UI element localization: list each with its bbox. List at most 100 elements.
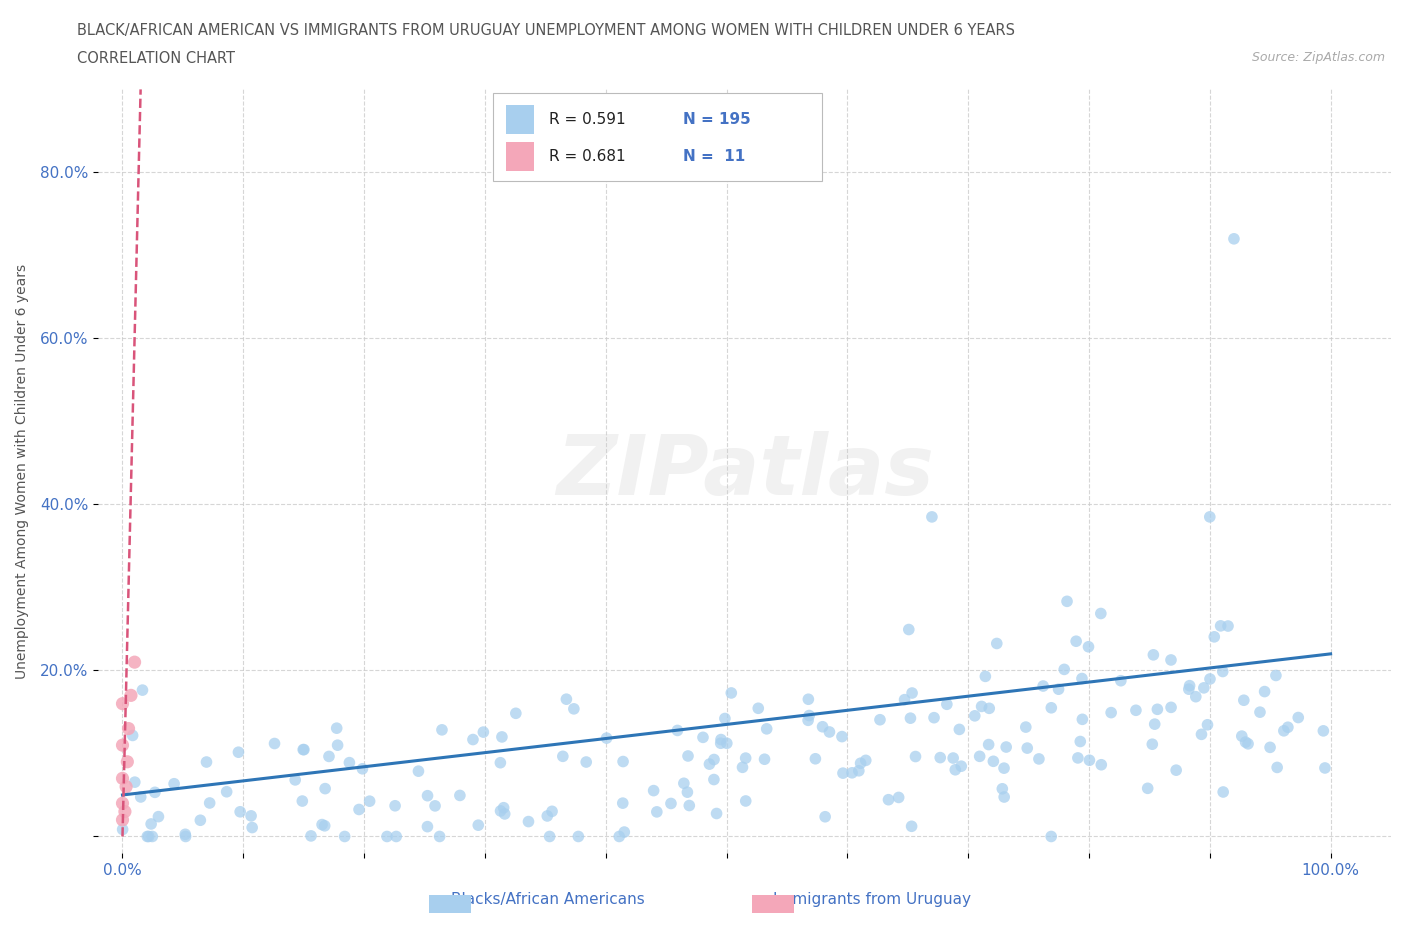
Point bbox=[1071, 711, 1094, 726]
Point bbox=[1191, 727, 1213, 742]
Point bbox=[1258, 740, 1281, 755]
Point bbox=[1146, 702, 1168, 717]
Point bbox=[111, 813, 134, 828]
Point bbox=[1192, 681, 1215, 696]
Point bbox=[613, 825, 636, 840]
Point bbox=[963, 709, 986, 724]
Point bbox=[1078, 752, 1101, 767]
Point bbox=[1230, 729, 1253, 744]
Point bbox=[720, 685, 742, 700]
Point bbox=[489, 804, 512, 818]
Point bbox=[384, 798, 406, 813]
Text: Immigrants from Uruguay: Immigrants from Uruguay bbox=[773, 892, 970, 907]
Point bbox=[754, 751, 776, 766]
Point bbox=[111, 771, 134, 786]
Point bbox=[1071, 671, 1094, 686]
Point bbox=[692, 730, 714, 745]
Point bbox=[131, 683, 153, 698]
Point bbox=[1216, 618, 1239, 633]
Point bbox=[703, 752, 725, 767]
Point bbox=[117, 721, 139, 736]
Point bbox=[491, 729, 513, 744]
Text: BLACK/AFRICAN AMERICAN VS IMMIGRANTS FROM URUGUAY UNEMPLOYMENT AMONG WOMEN WITH : BLACK/AFRICAN AMERICAN VS IMMIGRANTS FRO… bbox=[77, 23, 1015, 38]
Point bbox=[385, 829, 408, 844]
Point bbox=[831, 729, 853, 744]
Point bbox=[979, 701, 1001, 716]
Point bbox=[1199, 671, 1222, 686]
Point bbox=[983, 754, 1005, 769]
Point bbox=[291, 793, 314, 808]
Point bbox=[1178, 678, 1201, 693]
Point bbox=[339, 755, 361, 770]
Point bbox=[284, 773, 307, 788]
Point bbox=[734, 751, 756, 765]
Point bbox=[136, 829, 159, 844]
Point bbox=[849, 756, 872, 771]
Point bbox=[1286, 711, 1309, 725]
Point bbox=[993, 790, 1015, 804]
Point bbox=[1313, 761, 1336, 776]
Point bbox=[541, 804, 564, 818]
Point bbox=[1209, 618, 1232, 633]
Point bbox=[326, 737, 349, 752]
Point bbox=[555, 692, 578, 707]
Point bbox=[855, 753, 877, 768]
Point bbox=[1032, 679, 1054, 694]
Text: Source: ZipAtlas.com: Source: ZipAtlas.com bbox=[1251, 51, 1385, 64]
Point bbox=[986, 636, 1008, 651]
Point bbox=[121, 728, 143, 743]
Point bbox=[536, 808, 558, 823]
Point bbox=[416, 789, 439, 804]
Point bbox=[141, 829, 163, 844]
Point bbox=[716, 736, 738, 751]
Point bbox=[901, 685, 924, 700]
Point bbox=[1198, 510, 1220, 525]
Point bbox=[977, 737, 1000, 752]
Point bbox=[1142, 647, 1164, 662]
Point bbox=[472, 724, 495, 739]
Point bbox=[1178, 682, 1201, 697]
Point bbox=[408, 764, 430, 778]
Point bbox=[195, 754, 218, 769]
Point bbox=[551, 749, 574, 764]
Point bbox=[299, 829, 322, 844]
Point bbox=[1090, 606, 1112, 621]
Y-axis label: Unemployment Among Women with Children Under 6 years: Unemployment Among Women with Children U… bbox=[15, 264, 30, 679]
Text: ZIPatlas: ZIPatlas bbox=[555, 431, 934, 512]
Point bbox=[163, 777, 186, 791]
Point bbox=[467, 817, 489, 832]
Point bbox=[311, 817, 333, 832]
Point bbox=[710, 736, 733, 751]
Point bbox=[747, 701, 769, 716]
Point bbox=[314, 818, 336, 833]
Point bbox=[1077, 639, 1099, 654]
Point bbox=[567, 829, 589, 844]
Point bbox=[731, 760, 754, 775]
Point bbox=[818, 724, 841, 739]
Point bbox=[676, 785, 699, 800]
Point bbox=[1253, 684, 1275, 699]
Point bbox=[659, 796, 682, 811]
Point bbox=[995, 739, 1018, 754]
Text: R = 0.591: R = 0.591 bbox=[550, 113, 626, 127]
Point bbox=[706, 806, 728, 821]
Point bbox=[292, 742, 315, 757]
Point bbox=[1160, 700, 1182, 715]
Bar bbox=[506, 105, 534, 134]
Point bbox=[942, 751, 965, 765]
Point bbox=[505, 706, 527, 721]
Point bbox=[848, 764, 870, 778]
Point bbox=[228, 745, 250, 760]
Point bbox=[904, 749, 927, 764]
Point bbox=[517, 814, 540, 829]
Point bbox=[710, 732, 733, 747]
Point bbox=[318, 749, 340, 764]
Point bbox=[797, 692, 820, 707]
Point bbox=[429, 829, 451, 844]
Point bbox=[993, 761, 1015, 776]
Point bbox=[1272, 724, 1295, 738]
Point bbox=[1197, 717, 1219, 732]
Point bbox=[333, 829, 356, 844]
Point bbox=[1142, 737, 1164, 751]
Point bbox=[188, 813, 211, 828]
